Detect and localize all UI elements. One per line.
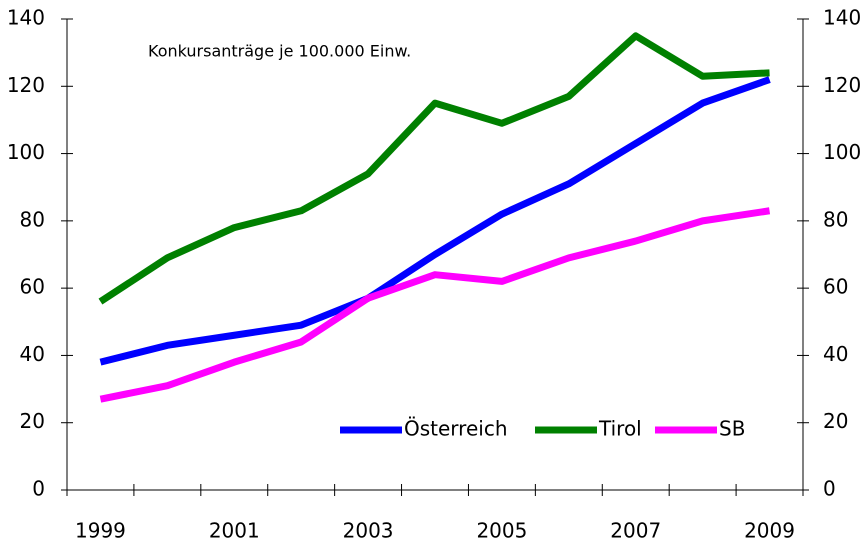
legend-label: SB [719, 417, 745, 441]
line-series [99, 207, 771, 403]
x-tick-label: 2009 [744, 519, 795, 543]
x-tick-label: 1999 [75, 519, 126, 543]
y-tick-label: 60 [20, 275, 45, 299]
y-tick-label: 0 [32, 477, 45, 501]
y-tick-label: 80 [20, 207, 45, 231]
legend-label: Österreich [404, 417, 508, 441]
y2-tick-label: 80 [823, 207, 848, 231]
x-tick-label: 2003 [343, 519, 394, 543]
annotation: Konkursanträge je 100.000 Einw. [148, 42, 411, 61]
y-tick-label: 40 [20, 342, 45, 366]
y2-tick-label: 20 [823, 409, 848, 433]
y2-tick-label: 60 [823, 275, 848, 299]
y-tick-label: 100 [7, 140, 45, 164]
y2-tick-label: 40 [823, 342, 848, 366]
y2-tick-label: 0 [823, 477, 836, 501]
legend-label: Tirol [598, 417, 642, 441]
y-tick-label: 120 [7, 73, 45, 97]
y-tick-label: 140 [7, 6, 45, 30]
y2-tick-label: 120 [823, 73, 861, 97]
line-series [98, 32, 770, 305]
y2-tick-label: 140 [823, 6, 861, 30]
y2-tick-label: 100 [823, 140, 861, 164]
line-series [99, 76, 771, 366]
x-tick-label: 2001 [209, 519, 260, 543]
x-tick-label: 2005 [476, 519, 527, 543]
y-tick-label: 20 [20, 409, 45, 433]
x-tick-label: 2007 [610, 519, 661, 543]
